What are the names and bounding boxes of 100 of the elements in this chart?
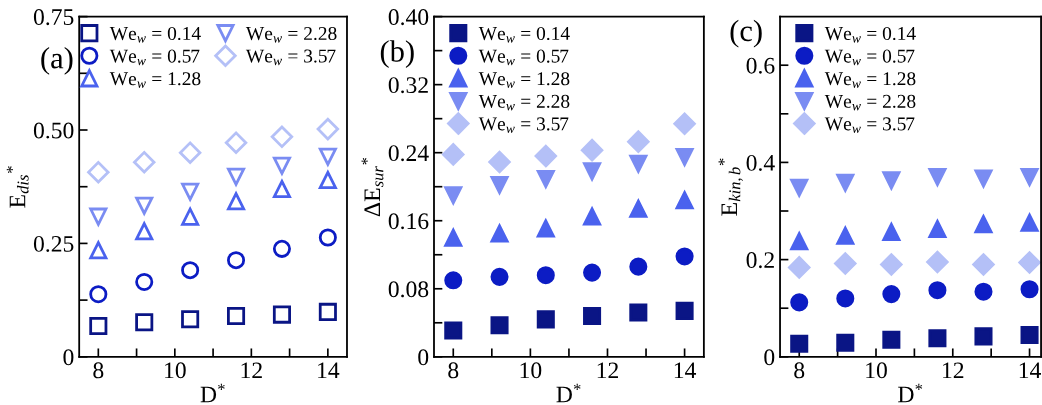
text: (a) [41, 46, 73, 75]
point [89, 285, 108, 304]
point [1018, 251, 1041, 274]
point [1020, 213, 1039, 232]
point [790, 232, 809, 251]
point [928, 167, 947, 187]
y-tick-label: 0 [764, 349, 775, 366]
y-tick-label: 0 [418, 349, 429, 366]
point [974, 215, 993, 234]
point [181, 310, 200, 329]
point [928, 329, 947, 348]
y-axis-title: E$_{kin,b}$$^{*}$ [718, 158, 743, 216]
legend-label: We$_{w}$ = 3.57 [478, 117, 569, 134]
point [972, 253, 995, 276]
point [318, 147, 337, 166]
legend-label: We$_{w}$ = 0.57 [109, 49, 200, 66]
point [135, 196, 154, 215]
point [673, 112, 696, 135]
y-tick-label: 0.50 [33, 122, 74, 139]
x-tick-label: 14 [674, 362, 697, 379]
x-axis-title: D$^{*}$ [898, 383, 923, 403]
point [227, 167, 246, 186]
point [89, 316, 108, 335]
point [316, 117, 340, 141]
point [534, 144, 558, 168]
point [490, 316, 509, 335]
x-axis-title: D$^{*}$ [556, 383, 581, 403]
x-axis-title: D$^{*}$ [200, 383, 225, 403]
point [790, 178, 809, 197]
point [629, 257, 648, 276]
point [675, 191, 694, 210]
point [627, 130, 650, 153]
point [880, 253, 903, 276]
y-tick-label: 0.25 [33, 235, 74, 252]
x-tick-label: 8 [448, 362, 459, 379]
point [227, 306, 246, 326]
point [89, 207, 108, 226]
point [834, 252, 857, 275]
point [788, 256, 811, 279]
legend-label: We$_{w}$ = 1.28 [109, 72, 201, 88]
x-tick-label: 14 [318, 362, 340, 379]
text: (b) [380, 40, 414, 68]
point [442, 143, 465, 166]
point [974, 327, 993, 346]
point [882, 330, 901, 349]
y-tick-label: 0.16 [388, 213, 429, 230]
point [974, 282, 993, 301]
point [675, 247, 694, 266]
point [488, 150, 511, 174]
point [490, 224, 509, 243]
y-tick-label: 0 [63, 349, 74, 366]
point [318, 302, 337, 321]
legend-label: We$_{w}$ = 3.57 [824, 117, 915, 134]
y-tick-label: 0.32 [388, 77, 428, 94]
legend-label: We$_{w}$ = 0.57 [478, 49, 569, 66]
y-tick-label: 0.24 [388, 145, 429, 162]
legend-label: We$_{w}$ = 1.28 [824, 72, 916, 88]
point [536, 266, 555, 285]
x-tick-label: 10 [165, 362, 186, 379]
legend-label: We$_{w}$ = 0.14 [478, 26, 570, 43]
point [583, 207, 602, 226]
point [224, 131, 248, 154]
point [1020, 325, 1039, 344]
y-tick-label: 0.2 [746, 252, 774, 269]
text: (c) [730, 19, 762, 48]
point [974, 169, 993, 188]
legend-label: We$_{w}$ = 0.14 [824, 26, 916, 43]
x-tick-label: 14 [1019, 362, 1041, 379]
point [629, 154, 648, 173]
point [926, 250, 949, 274]
point [181, 207, 200, 226]
point [135, 313, 154, 332]
y-axis-title: E$_{dis}$$^{*}$ [6, 166, 29, 208]
point [836, 333, 855, 352]
y-tick-label: 0.08 [388, 281, 429, 298]
point [318, 170, 337, 189]
point [181, 182, 200, 201]
point [270, 125, 294, 149]
point [836, 289, 855, 308]
point [444, 271, 463, 290]
point [178, 141, 202, 164]
point [133, 151, 156, 174]
y-tick-label: 0.75 [33, 9, 74, 26]
point [272, 305, 291, 324]
point [836, 226, 855, 245]
point [536, 219, 555, 238]
legend-label: We$_{w}$ = 0.57 [824, 49, 915, 66]
legend-label: We$_{w}$ = 2.28 [245, 26, 337, 43]
legend-label: We$_{w}$ = 1.28 [478, 72, 570, 88]
point [629, 303, 648, 322]
point [135, 272, 154, 291]
point [790, 293, 809, 312]
point [790, 334, 809, 353]
point [227, 251, 246, 270]
x-tick-label: 12 [597, 362, 618, 379]
point [444, 186, 463, 205]
point [444, 321, 463, 340]
point [135, 222, 154, 241]
point [928, 281, 947, 300]
y-tick-label: 0.6 [746, 57, 775, 74]
